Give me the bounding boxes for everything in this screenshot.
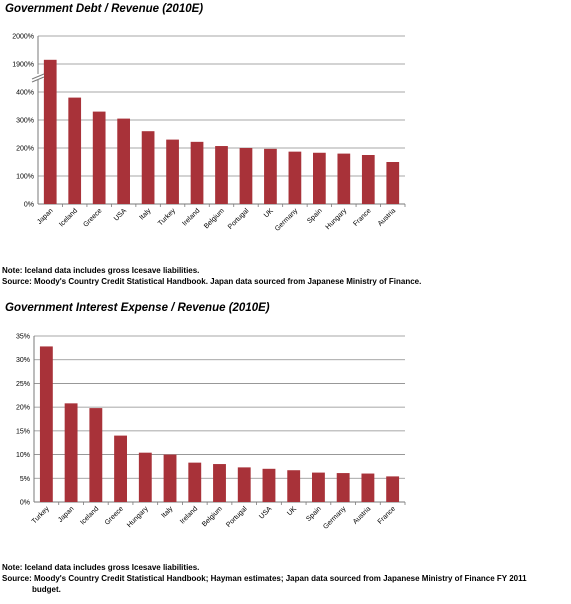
- x-tick-label: France: [352, 207, 372, 227]
- bar: [361, 473, 375, 502]
- chart-1-note: Note: Iceland data includes gross Icesav…: [2, 266, 200, 275]
- bar: [64, 403, 78, 502]
- chart-2-source: Source: Moody's Country Credit Statistic…: [2, 574, 527, 583]
- bar: [262, 468, 276, 502]
- chart-2-note: Note: Iceland data includes gross Icesav…: [2, 563, 200, 572]
- y-tick-label: 10%: [16, 452, 30, 459]
- bar: [336, 473, 350, 502]
- bar: [264, 148, 277, 204]
- x-tick-label: Hungary: [126, 505, 150, 529]
- y-tick-label: 5%: [20, 476, 30, 483]
- x-tick-label: Turkey: [157, 207, 177, 227]
- bar: [138, 452, 152, 502]
- y-tick-label: 35%: [16, 334, 30, 341]
- chart-2-source-continued: budget.: [32, 585, 61, 594]
- chart-1-source: Source: Moody's Country Credit Statistic…: [2, 277, 422, 286]
- x-tick-label: USA: [113, 207, 128, 222]
- x-tick-label: Spain: [306, 207, 324, 225]
- y-tick-label: 0%: [20, 500, 30, 507]
- bar: [312, 472, 325, 502]
- bar: [92, 111, 106, 204]
- y-tick-label: 400%: [16, 90, 34, 97]
- x-tick-label: Ireland: [179, 505, 199, 525]
- x-tick-label: Belgium: [201, 505, 224, 528]
- x-tick-label: Belgium: [203, 207, 226, 230]
- x-tick-label: Japan: [57, 505, 76, 524]
- bar: [117, 118, 130, 204]
- bar: [288, 151, 302, 204]
- bar: [386, 162, 400, 204]
- x-tick-label: Austria: [377, 207, 397, 227]
- y-tick-label: 20%: [16, 405, 30, 412]
- bar: [237, 467, 251, 502]
- debt-revenue-chart: 0% 100% 200% 300% 400% 1900% 2000% Japan Iceland…: [12, 34, 406, 233]
- bar: [337, 153, 351, 204]
- bar: [213, 464, 226, 502]
- axis-break-mark: [31, 73, 45, 80]
- bar: [141, 131, 155, 204]
- bar: [386, 476, 400, 502]
- y-tick-label: 2000%: [12, 34, 34, 41]
- x-tick-label: Austria: [352, 505, 372, 525]
- y-tick-label: 25%: [16, 381, 30, 388]
- y-tick-label: 200%: [16, 146, 34, 153]
- y-tick-label: 300%: [16, 118, 34, 125]
- x-tick-label: Germany: [322, 505, 348, 531]
- bar: [39, 346, 53, 502]
- bar: [190, 141, 204, 204]
- y-tick-label: 15%: [16, 428, 30, 435]
- x-tick-label: Spain: [305, 505, 323, 523]
- bar: [163, 454, 177, 502]
- x-tick-label: Iceland: [79, 505, 100, 526]
- x-tick-label: USA: [258, 505, 273, 520]
- bar: [287, 470, 301, 502]
- bar: [43, 59, 57, 204]
- bar: [215, 146, 228, 204]
- x-tick-label: Greece: [82, 207, 103, 228]
- x-tick-label: Iceland: [58, 207, 79, 228]
- chart-1-heading: Government Debt / Revenue (2010E): [5, 3, 204, 15]
- x-tick-label: Germany: [274, 207, 300, 233]
- interest-revenue-chart: 0% 5% 10% 15% 20% 25% 30% 35% Turkey Japan Iceland…: [16, 334, 406, 531]
- x-tick-label: Italy: [160, 505, 174, 519]
- bar: [166, 139, 179, 204]
- chart-2-notes: Note: Iceland data includes gross Icesav…: [2, 562, 527, 595]
- x-tick-label: UK: [263, 207, 275, 219]
- x-tick-label: Japan: [36, 207, 55, 226]
- y-tick-label: 100%: [16, 174, 34, 181]
- bar: [114, 435, 127, 502]
- x-tick-label: Portugal: [225, 505, 249, 529]
- bar: [89, 408, 103, 502]
- x-tick-label: Italy: [138, 207, 152, 221]
- chart-2-heading: Government Interest Expense / Revenue (2…: [5, 302, 270, 314]
- axis-break-mark: [31, 76, 45, 83]
- x-tick-label: Hungary: [325, 207, 349, 231]
- y-tick-label: 1900%: [12, 62, 34, 69]
- bar: [361, 155, 375, 204]
- x-tick-label: Greece: [104, 505, 125, 526]
- y-tick-label: 30%: [16, 357, 30, 364]
- y-tick-label: 0%: [24, 202, 34, 209]
- x-tick-label: UK: [286, 505, 298, 517]
- x-tick-label: Portugal: [227, 207, 251, 231]
- x-tick-label: Turkey: [31, 505, 51, 525]
- x-tick-label: Ireland: [181, 207, 201, 227]
- chart-1-notes: Note: Iceland data includes gross Icesav…: [2, 265, 421, 287]
- bar: [313, 152, 326, 204]
- x-tick-label: France: [377, 505, 397, 525]
- bar: [239, 148, 253, 204]
- bar: [188, 462, 202, 502]
- bar: [68, 97, 82, 204]
